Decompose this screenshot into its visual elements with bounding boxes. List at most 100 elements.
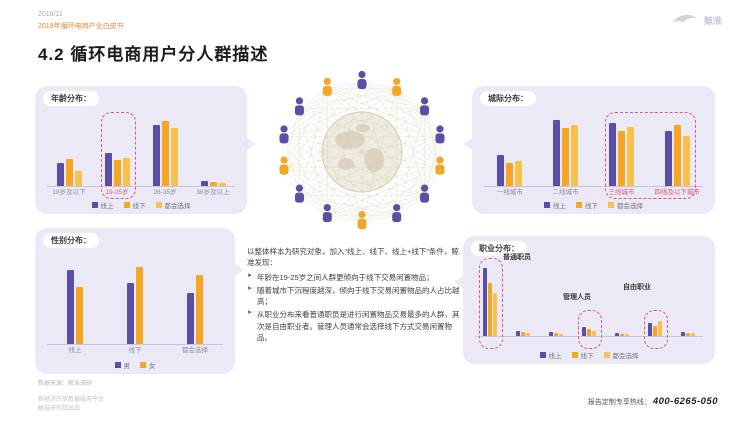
brand-logo-text: 鲸准 — [703, 15, 722, 26]
bar — [200, 180, 208, 187]
bar — [615, 333, 620, 337]
bar — [548, 332, 553, 337]
legend-swatch — [608, 202, 614, 208]
person-icon — [357, 70, 367, 89]
bar — [506, 163, 514, 187]
legend-swatch — [539, 352, 546, 358]
bar-group: 一线城市 — [482, 112, 538, 198]
person-icon — [294, 184, 304, 203]
age-bar-chart: 18岁及以下 19-25岁 26-35岁 36岁及以上 — [45, 112, 237, 199]
legend-label: 线下 — [585, 203, 598, 210]
footer-tagline-1: 新经济开放数据服务平台 — [38, 397, 105, 403]
bar — [558, 334, 563, 337]
panel-title-gender: 性别分布： — [43, 233, 99, 248]
bar-group: 四线及以下城市 — [649, 112, 705, 198]
bar-group: 二线城市 — [538, 112, 594, 198]
person-icon — [392, 77, 402, 96]
bar — [625, 334, 630, 337]
bar — [515, 331, 520, 337]
bar — [586, 329, 591, 337]
bar — [161, 120, 169, 187]
legend-label: 线下 — [132, 203, 146, 210]
bar — [67, 269, 74, 345]
bar — [136, 267, 143, 345]
person-icon — [279, 156, 289, 175]
bubble-tail — [247, 138, 256, 150]
bar-group — [572, 258, 605, 348]
panel-gender-distribution: 性别分布： 线上线下 都会选择 男女 — [35, 228, 244, 374]
bar-group: 19-25岁 — [93, 112, 141, 198]
bar — [187, 293, 194, 345]
insight-bullet: 随着城市下沉程度越深，倾向于线下交易闲置物品的人占比越高； — [247, 285, 461, 308]
category-label: 线下 — [128, 347, 142, 354]
category-label: 19-25岁 — [105, 189, 129, 196]
bar — [553, 333, 558, 337]
person-icon — [435, 125, 445, 144]
bar — [626, 127, 634, 187]
legend-label: 都会选择 — [612, 353, 639, 360]
hotline: 报告定制专享热线： 400-6265-050 — [588, 396, 718, 407]
person-icon — [420, 97, 430, 116]
city-bar-chart: 一线城市 二线城市 三线城市 四线及以下城市 — [482, 112, 705, 199]
bar — [515, 161, 523, 187]
person-icon — [392, 203, 402, 223]
bar — [581, 327, 586, 337]
callout-freelancer: 自由职业 — [623, 284, 651, 291]
bar-group: 36岁及以上 — [189, 112, 237, 198]
bar-group: 都会选择 — [165, 254, 225, 356]
bar — [682, 135, 690, 187]
bar — [658, 321, 663, 337]
person-icon — [357, 210, 367, 229]
bar-group: 线上 — [45, 254, 105, 356]
bubble-tail — [463, 138, 472, 150]
callout-manager: 管理人员 — [563, 294, 591, 301]
bar-group — [606, 258, 639, 348]
legend-item: 线上 — [544, 200, 566, 210]
legend-label: 都会选择 — [164, 203, 191, 210]
bar — [497, 154, 505, 187]
legend-label: 线下 — [580, 353, 594, 360]
legend-item: 线上 — [91, 200, 114, 210]
person-icon — [322, 203, 332, 223]
bar — [520, 332, 525, 337]
legend-item: 都会选择 — [603, 350, 639, 360]
header-date: 2019/11 — [38, 11, 63, 18]
panel-title-age: 年龄分布： — [43, 91, 99, 106]
bar — [591, 331, 596, 337]
insight-bullet: 年龄在19-25岁之间人群更倾向于线下交易闲置物品； — [247, 272, 461, 283]
legend-swatch — [603, 352, 610, 358]
bar — [686, 333, 691, 337]
bar — [122, 158, 130, 187]
panel-occupation-distribution: 职业分布： 普通职员 管理人员 自由职业 线上 线下 都会选择 — [454, 236, 715, 364]
category-label: 26-35岁 — [153, 189, 177, 196]
hotline-number: 400-6265-050 — [652, 396, 718, 407]
gender-bar-chart: 线上 线下 都会选择 — [45, 254, 225, 356]
bar — [664, 131, 672, 187]
legend-label: 线上 — [100, 203, 114, 210]
bar — [553, 119, 561, 187]
legend-item: 都会选择 — [608, 200, 643, 210]
legend-item: 男 — [114, 360, 131, 370]
bar — [209, 181, 217, 187]
legend-swatch — [571, 352, 578, 358]
person-icon — [294, 97, 304, 116]
footer-tagline-2: 鲸准研究院出品 — [38, 406, 81, 412]
gender-chart-legend: 男女 — [35, 360, 235, 370]
callout-office-worker: 普通职员 — [503, 254, 531, 261]
bar-group — [506, 258, 539, 348]
bar — [56, 163, 64, 187]
person-icon — [279, 125, 289, 144]
person-icon — [435, 156, 445, 175]
legend-label: 男 — [123, 363, 131, 370]
bar — [648, 323, 653, 337]
age-chart-legend: 线上 线下 都会选择 — [35, 200, 247, 210]
category-label: 18岁及以下 — [52, 189, 86, 196]
panel-title-occupation: 职业分布： — [471, 241, 527, 256]
legend-label: 线上 — [548, 353, 562, 360]
person-icon — [420, 184, 430, 203]
bar — [492, 292, 497, 337]
bar — [482, 267, 487, 337]
data-source-note: 数据来源：鲸准调研 — [38, 381, 93, 387]
bar — [608, 122, 616, 187]
